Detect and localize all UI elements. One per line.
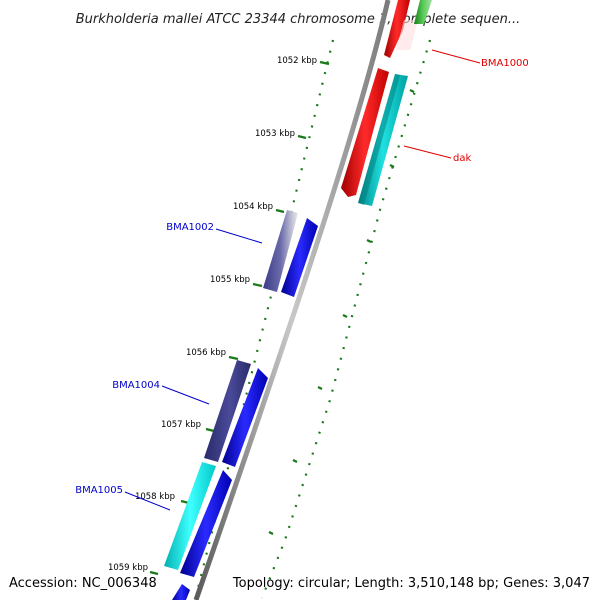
gene-bma1004-cds[interactable] (222, 368, 268, 467)
gene-bma1005-feature[interactable] (164, 462, 216, 570)
tick-label-1057: 1057 kbp (161, 420, 201, 430)
tick-labels: 1052 kbp 1053 kbp 1054 kbp 1055 kbp 1056… (108, 56, 317, 573)
map-title: Burkholderia mallei ATCC 23344 chromosom… (76, 12, 521, 27)
gene-next-cds[interactable] (172, 584, 190, 600)
gene-dak-cds[interactable] (341, 68, 389, 197)
tick-label-1053: 1053 kbp (255, 129, 295, 139)
leader-bma1002 (215, 228, 263, 244)
gene-bma1005-cds[interactable] (180, 470, 232, 577)
gene-label-bma1005[interactable]: BMA1005 (75, 485, 123, 496)
tick-label-1054: 1054 kbp (233, 202, 273, 212)
tick-label-1058: 1058 kbp (135, 492, 175, 502)
reverse-features (164, 210, 318, 600)
leader-bma1005 (124, 491, 171, 511)
gene-dak-feature-shade (358, 74, 400, 205)
tick-marks (149, 60, 415, 576)
gene-bma1000-shape[interactable] (384, 0, 410, 58)
inner-dotted-track (194, 39, 335, 597)
tick-label-1055: 1055 kbp (210, 275, 250, 285)
gene-label-bma1004[interactable]: BMA1004 (112, 380, 160, 391)
outer-dotted-track (260, 39, 432, 599)
gene-leader-lines (124, 49, 481, 511)
gene-bma1002-feature[interactable] (263, 210, 298, 292)
rna-feature-shape[interactable] (414, 0, 432, 24)
gene-bma1002-cds[interactable] (281, 218, 318, 297)
gene-label-bma1000[interactable]: BMA1000 (481, 58, 529, 69)
tick-label-1059: 1059 kbp (108, 563, 148, 573)
gene-bma1004-feature[interactable] (204, 360, 251, 462)
leader-dak (403, 145, 452, 159)
gene-label-bma1002[interactable]: BMA1002 (166, 222, 214, 233)
gene-bma1000-fade (396, 20, 418, 50)
tick-label-1056: 1056 kbp (186, 348, 226, 358)
forward-features (341, 0, 432, 206)
gene-labels: BMA1000 dak BMA1002 BMA1004 BMA1005 (75, 58, 529, 496)
tick-label-1052: 1052 kbp (277, 56, 317, 66)
backbone (193, 0, 391, 600)
topology-text: Topology: circular; Length: 3,510,148 bp… (232, 576, 590, 591)
accession-text: Accession: NC_006348 (9, 576, 157, 591)
leader-bma1000 (431, 49, 481, 64)
leader-bma1004 (161, 385, 210, 405)
gene-label-dak[interactable]: dak (453, 153, 471, 164)
